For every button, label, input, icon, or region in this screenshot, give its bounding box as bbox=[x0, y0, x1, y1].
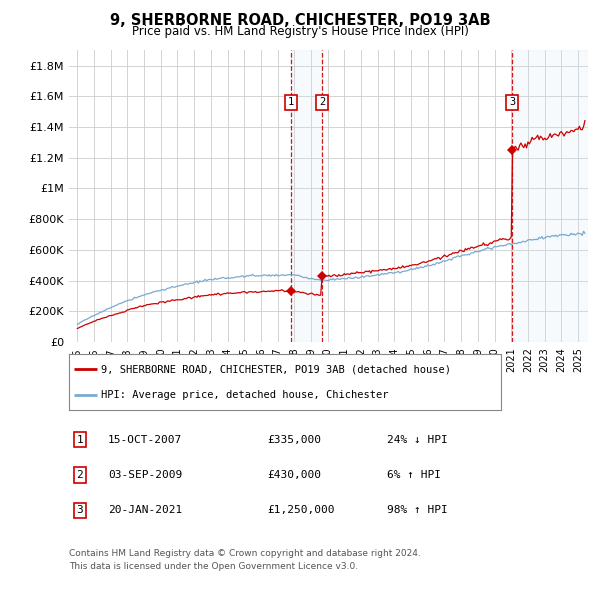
Text: Contains HM Land Registry data © Crown copyright and database right 2024.: Contains HM Land Registry data © Crown c… bbox=[69, 549, 421, 558]
Text: 2: 2 bbox=[319, 97, 325, 107]
Text: 9, SHERBORNE ROAD, CHICHESTER, PO19 3AB (detached house): 9, SHERBORNE ROAD, CHICHESTER, PO19 3AB … bbox=[101, 364, 451, 374]
Text: 6% ↑ HPI: 6% ↑ HPI bbox=[387, 470, 441, 480]
Text: 1: 1 bbox=[76, 435, 83, 444]
Text: 20-JAN-2021: 20-JAN-2021 bbox=[108, 506, 182, 515]
Text: 3: 3 bbox=[76, 506, 83, 515]
Text: 3: 3 bbox=[509, 97, 515, 107]
Text: This data is licensed under the Open Government Licence v3.0.: This data is licensed under the Open Gov… bbox=[69, 562, 358, 571]
Text: 98% ↑ HPI: 98% ↑ HPI bbox=[387, 506, 448, 515]
Text: £1,250,000: £1,250,000 bbox=[267, 506, 335, 515]
Text: HPI: Average price, detached house, Chichester: HPI: Average price, detached house, Chic… bbox=[101, 390, 389, 400]
Text: 2: 2 bbox=[76, 470, 83, 480]
Bar bbox=[291, 50, 322, 342]
Text: Price paid vs. HM Land Registry's House Price Index (HPI): Price paid vs. HM Land Registry's House … bbox=[131, 25, 469, 38]
Text: 24% ↓ HPI: 24% ↓ HPI bbox=[387, 435, 448, 444]
Text: 03-SEP-2009: 03-SEP-2009 bbox=[108, 470, 182, 480]
Text: £335,000: £335,000 bbox=[267, 435, 321, 444]
Bar bbox=[512, 50, 588, 342]
Text: 1: 1 bbox=[287, 97, 294, 107]
Text: £430,000: £430,000 bbox=[267, 470, 321, 480]
Text: 15-OCT-2007: 15-OCT-2007 bbox=[108, 435, 182, 444]
Text: 9, SHERBORNE ROAD, CHICHESTER, PO19 3AB: 9, SHERBORNE ROAD, CHICHESTER, PO19 3AB bbox=[110, 13, 490, 28]
